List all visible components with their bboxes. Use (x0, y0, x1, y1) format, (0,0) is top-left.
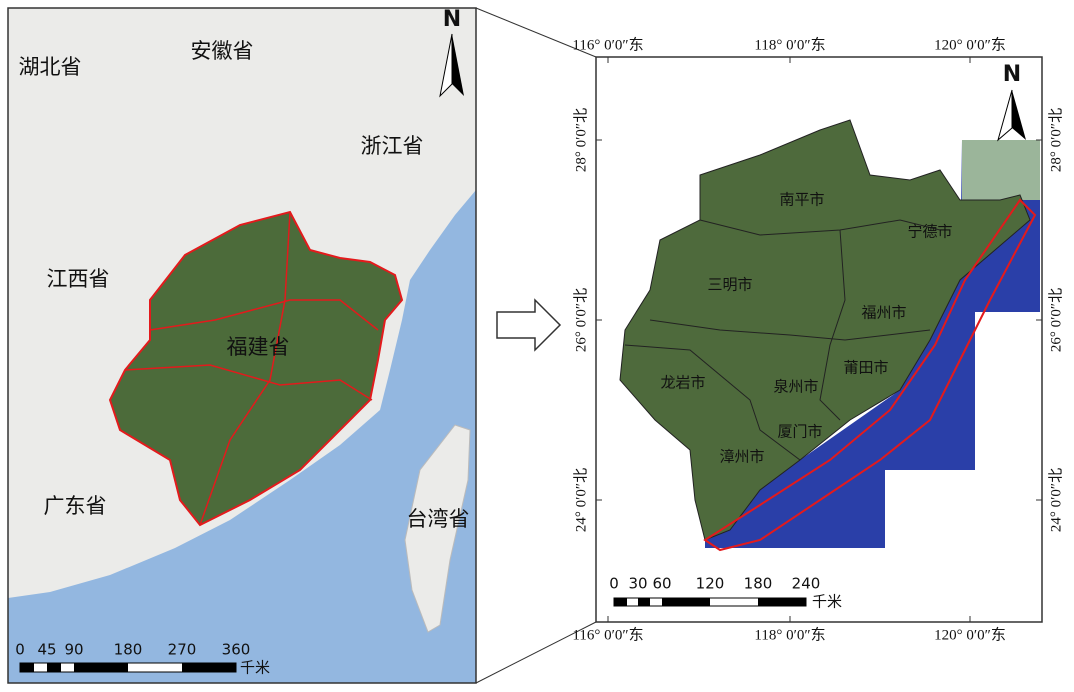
city-label: 莆田市 (843, 359, 888, 377)
city-label: 龙岩市 (660, 374, 705, 392)
connector-line (475, 621, 597, 684)
scale-segment (47, 663, 61, 672)
taiwan (404, 424, 471, 633)
city-label: 厦门市 (777, 423, 822, 441)
scale-tick: 0 (15, 641, 25, 659)
scale-tick: 180 (114, 641, 143, 659)
longitude-label: 116° 0′0″东 (572, 36, 643, 53)
province-label: 浙江省 (361, 134, 424, 158)
scale-segment (20, 663, 34, 672)
longitude-label: 116° 0′0″东 (572, 626, 643, 643)
scale-segment (614, 598, 627, 606)
longitude-label: 118° 0′0″东 (754, 36, 825, 53)
latitude-label: 28° 0′0″北 (1047, 108, 1064, 172)
scale-tick: 60 (652, 575, 671, 593)
north-arrow (452, 34, 464, 96)
city-label: 宁德市 (907, 223, 952, 241)
province-label: 广东省 (44, 494, 107, 518)
graticule-ticks (596, 57, 1042, 622)
province-label: 安徽省 (191, 39, 254, 63)
fujian-region (108, 210, 404, 527)
sea-image (705, 140, 1040, 548)
scale-segment (662, 598, 710, 606)
scale-tick: 360 (222, 641, 251, 659)
scale-tick: 90 (64, 641, 83, 659)
city-boundary (624, 344, 801, 461)
scale-tick: 120 (696, 575, 725, 593)
image-tile (962, 140, 1040, 200)
city-boundary (199, 211, 291, 526)
province-label: 湖北省 (19, 55, 82, 79)
connector-line (475, 7, 597, 58)
city-boundary (149, 299, 379, 331)
city-label: 漳州市 (719, 448, 764, 466)
scale-tick: 270 (168, 641, 197, 659)
city-label: 泉州市 (773, 378, 818, 396)
city-boundary (649, 319, 931, 341)
scale-segment (74, 663, 128, 672)
city-boundary (124, 364, 373, 401)
longitude-label: 120° 0′0″东 (934, 626, 1006, 643)
north-label: N (1003, 62, 1021, 87)
north-arrow (1012, 90, 1026, 140)
scale-tick: 30 (628, 575, 647, 593)
north-label: N (443, 7, 461, 32)
scale-bar: 0 45 90 180 270 360 千米 (15, 641, 270, 677)
map-frame (7, 7, 477, 684)
scale-unit: 千米 (240, 659, 270, 677)
scale-tick: 45 (37, 641, 56, 659)
city-label: 福州市 (861, 304, 906, 322)
latitude-label: 26° 0′0″北 (572, 288, 589, 352)
scale-segment (758, 598, 806, 606)
coastal-zone (703, 198, 1037, 552)
sea (8, 190, 476, 683)
city-label: 南平市 (779, 191, 824, 209)
province-label: 台湾省 (407, 507, 470, 531)
latitude-label: 24° 0′0″北 (572, 468, 589, 532)
scale-segment (638, 598, 650, 606)
detail-map: 南平市 宁德市 三明市 福州市 莆田市 龙岩市 泉州市 厦门市 漳州市 N 11… (572, 36, 1064, 643)
scale-tick: 240 (792, 575, 821, 593)
province-label: 福建省 (227, 335, 290, 359)
overview-map: 湖北省 安徽省 浙江省 江西省 福建省 广东省 台湾省 N 0 45 90 18… (7, 7, 477, 684)
latitude-label: 26° 0′0″北 (1047, 288, 1064, 352)
longitude-label: 118° 0′0″东 (754, 626, 825, 643)
province-label: 江西省 (47, 267, 110, 291)
fujian-image (619, 119, 1031, 541)
arrow (496, 298, 562, 352)
scale-segment (182, 663, 236, 672)
scale-tick: 0 (609, 575, 619, 593)
scale-tick: 180 (744, 575, 773, 593)
city-label: 三明市 (707, 276, 752, 294)
longitude-label: 120° 0′0″东 (934, 36, 1006, 53)
latitude-label: 28° 0′0″北 (572, 108, 589, 172)
scale-bar: 0 30 60 120 180 240 千米 (609, 575, 842, 611)
city-boundary (819, 229, 846, 421)
scale-unit: 千米 (812, 593, 842, 611)
latitude-label: 24° 0′0″北 (1047, 468, 1064, 532)
